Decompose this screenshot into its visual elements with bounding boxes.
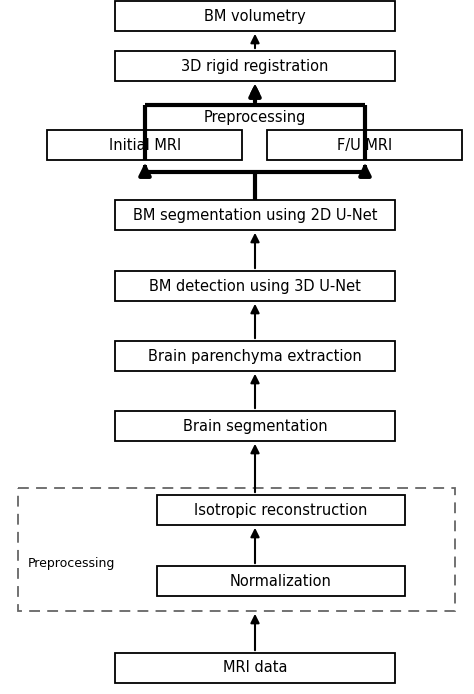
Bar bbox=[115, 271, 395, 301]
Text: Brain segmentation: Brain segmentation bbox=[182, 418, 328, 434]
Bar bbox=[47, 130, 243, 160]
Bar bbox=[115, 200, 395, 230]
Bar bbox=[267, 130, 463, 160]
Text: F/U MRI: F/U MRI bbox=[337, 137, 392, 153]
Bar bbox=[115, 51, 395, 81]
Text: MRI data: MRI data bbox=[223, 661, 287, 675]
Text: Initial MRI: Initial MRI bbox=[109, 137, 181, 153]
Bar bbox=[157, 566, 405, 596]
Text: BM volumetry: BM volumetry bbox=[204, 8, 306, 24]
Text: BM detection using 3D U-Net: BM detection using 3D U-Net bbox=[149, 278, 361, 294]
Bar bbox=[18, 488, 455, 611]
Bar bbox=[157, 495, 405, 525]
Text: Isotropic reconstruction: Isotropic reconstruction bbox=[194, 502, 368, 518]
Text: 3D rigid registration: 3D rigid registration bbox=[182, 58, 328, 74]
Text: Preprocessing: Preprocessing bbox=[204, 110, 306, 124]
Text: BM segmentation using 2D U-Net: BM segmentation using 2D U-Net bbox=[133, 208, 377, 223]
Bar bbox=[115, 411, 395, 441]
Bar bbox=[115, 653, 395, 683]
Text: Preprocessing: Preprocessing bbox=[28, 557, 115, 570]
Text: Normalization: Normalization bbox=[230, 573, 332, 589]
Text: Brain parenchyma extraction: Brain parenchyma extraction bbox=[148, 348, 362, 364]
Bar bbox=[115, 341, 395, 371]
Bar bbox=[115, 1, 395, 31]
